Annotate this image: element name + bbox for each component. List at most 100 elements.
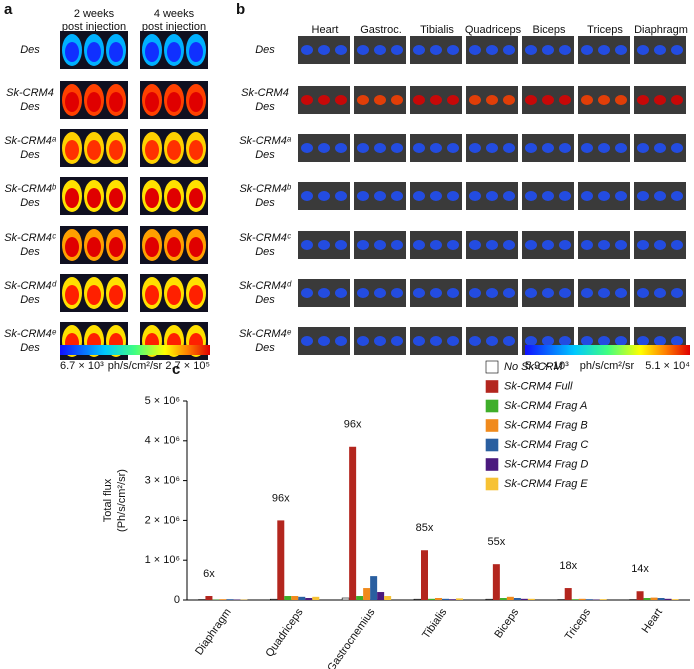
signal (486, 288, 498, 298)
bar (356, 596, 364, 600)
signal (87, 285, 101, 305)
signal (65, 92, 79, 112)
signal (447, 240, 459, 250)
row-label: Des (255, 101, 275, 113)
signal (503, 143, 515, 153)
signal (335, 45, 347, 55)
signal (654, 95, 666, 105)
legend-swatch (485, 458, 499, 471)
signal (145, 237, 159, 257)
bar (219, 599, 227, 600)
signal (469, 191, 481, 201)
signal (525, 336, 537, 346)
bar (492, 564, 500, 600)
signal (335, 143, 347, 153)
signal (357, 143, 369, 153)
legend-label: Sk-CRM4 Frag A (504, 400, 587, 412)
signal (374, 143, 386, 153)
bar (571, 599, 579, 600)
bar (456, 598, 463, 600)
signal (559, 191, 571, 201)
signal (430, 240, 442, 250)
signal (301, 240, 313, 250)
colorbar (60, 345, 210, 355)
signal (145, 188, 159, 208)
bar (564, 588, 572, 600)
signal (413, 240, 425, 250)
y-tick-label: 4 × 10⁶ (145, 435, 180, 447)
signal (413, 143, 425, 153)
column-header: post injection (142, 21, 206, 33)
bar (413, 598, 422, 601)
signal (357, 45, 369, 55)
signal (391, 240, 403, 250)
signal (145, 140, 159, 160)
colorbar-label: 5.1 × 10⁴ (645, 360, 690, 372)
signal (654, 288, 666, 298)
signal (65, 285, 79, 305)
signal (145, 285, 159, 305)
signal (301, 143, 313, 153)
signal (525, 191, 537, 201)
signal (486, 95, 498, 105)
annotation: 18x (559, 560, 577, 572)
column-header: 2 weeks (74, 8, 115, 20)
y-axis-label: Total flux (102, 478, 114, 522)
signal (318, 191, 330, 201)
signal (598, 95, 610, 105)
signal (469, 143, 481, 153)
signal (559, 288, 571, 298)
signal (335, 191, 347, 201)
signal (486, 191, 498, 201)
bar (269, 598, 278, 601)
signal (374, 95, 386, 105)
column-header: 4 weeks (154, 8, 195, 20)
signal (615, 143, 627, 153)
signal (335, 240, 347, 250)
y-axis-label: (Ph/s/cm²/sr) (116, 469, 128, 532)
signal (430, 191, 442, 201)
signal (374, 336, 386, 346)
panel-label: b (236, 1, 245, 18)
bar (513, 598, 521, 600)
bar (442, 598, 449, 600)
annotation: 55x (487, 536, 505, 548)
signal (598, 45, 610, 55)
signal (357, 288, 369, 298)
signal (525, 143, 537, 153)
signal (486, 240, 498, 250)
colorbar-label: 2.7 × 10⁵ (165, 360, 210, 372)
legend-label: Sk-CRM4 Frag C (504, 439, 588, 451)
signal (301, 191, 313, 201)
bar (527, 598, 535, 600)
bar (585, 599, 593, 600)
signal (109, 42, 123, 62)
signal (447, 288, 459, 298)
signal (542, 288, 554, 298)
legend-label: Sk-CRM4 Frag B (504, 419, 588, 431)
signal (391, 45, 403, 55)
signal (430, 45, 442, 55)
signal (615, 336, 627, 346)
signal (615, 95, 627, 105)
signal (598, 143, 610, 153)
signal (301, 45, 313, 55)
signal (447, 95, 459, 105)
signal (581, 143, 593, 153)
tissue-header: Biceps (532, 24, 566, 36)
row-label: Des (20, 44, 40, 56)
signal (167, 188, 181, 208)
legend-label: Sk-CRM4 Frag E (504, 478, 588, 490)
signal (357, 191, 369, 201)
signal (301, 288, 313, 298)
signal (357, 240, 369, 250)
signal (301, 95, 313, 105)
signal (615, 191, 627, 201)
colorbar (525, 345, 690, 355)
signal (87, 140, 101, 160)
legend-swatch (485, 380, 499, 393)
legend-label: Sk-CRM4 Frag D (504, 458, 588, 470)
signal (671, 191, 683, 201)
signal (503, 240, 515, 250)
